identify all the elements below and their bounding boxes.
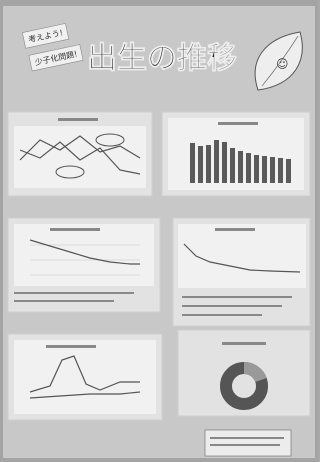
bar (238, 151, 243, 183)
bar (286, 159, 291, 183)
bar (198, 146, 203, 183)
chart-panel (178, 330, 310, 416)
plot-area (168, 118, 304, 190)
bar (206, 145, 211, 183)
note-line (210, 437, 284, 439)
chart-panel (162, 112, 310, 196)
plot-area (14, 224, 154, 286)
bar (270, 157, 275, 183)
note-line (182, 296, 292, 298)
panel-title (215, 228, 255, 231)
bar (278, 158, 283, 183)
plot-area (14, 340, 156, 414)
bar (262, 156, 267, 183)
bar (214, 140, 219, 183)
bar (254, 155, 259, 183)
panel-title (46, 345, 96, 348)
note-frame (205, 430, 291, 456)
note-line (14, 300, 114, 302)
note-line (210, 444, 280, 446)
bar (222, 142, 227, 183)
bar (246, 153, 251, 183)
panel-title (218, 122, 258, 125)
poster-photo: 考えよう! 少子化問題! 出生の推移 ☺ (0, 0, 318, 462)
note-line (182, 314, 262, 316)
note-box (205, 430, 291, 456)
bar (190, 143, 195, 183)
chart-panel (8, 218, 160, 312)
panel-title (50, 228, 100, 231)
bar (230, 148, 235, 183)
leaf-mark: ☺ (276, 57, 289, 71)
chart-panel (173, 218, 310, 326)
chart-panel (8, 112, 152, 196)
chart-panel (8, 334, 162, 420)
note-line (14, 292, 134, 294)
panel-title (222, 342, 266, 345)
panel-title (58, 118, 98, 121)
poster-title: 出生の推移 (87, 41, 237, 76)
note-line (182, 305, 282, 307)
